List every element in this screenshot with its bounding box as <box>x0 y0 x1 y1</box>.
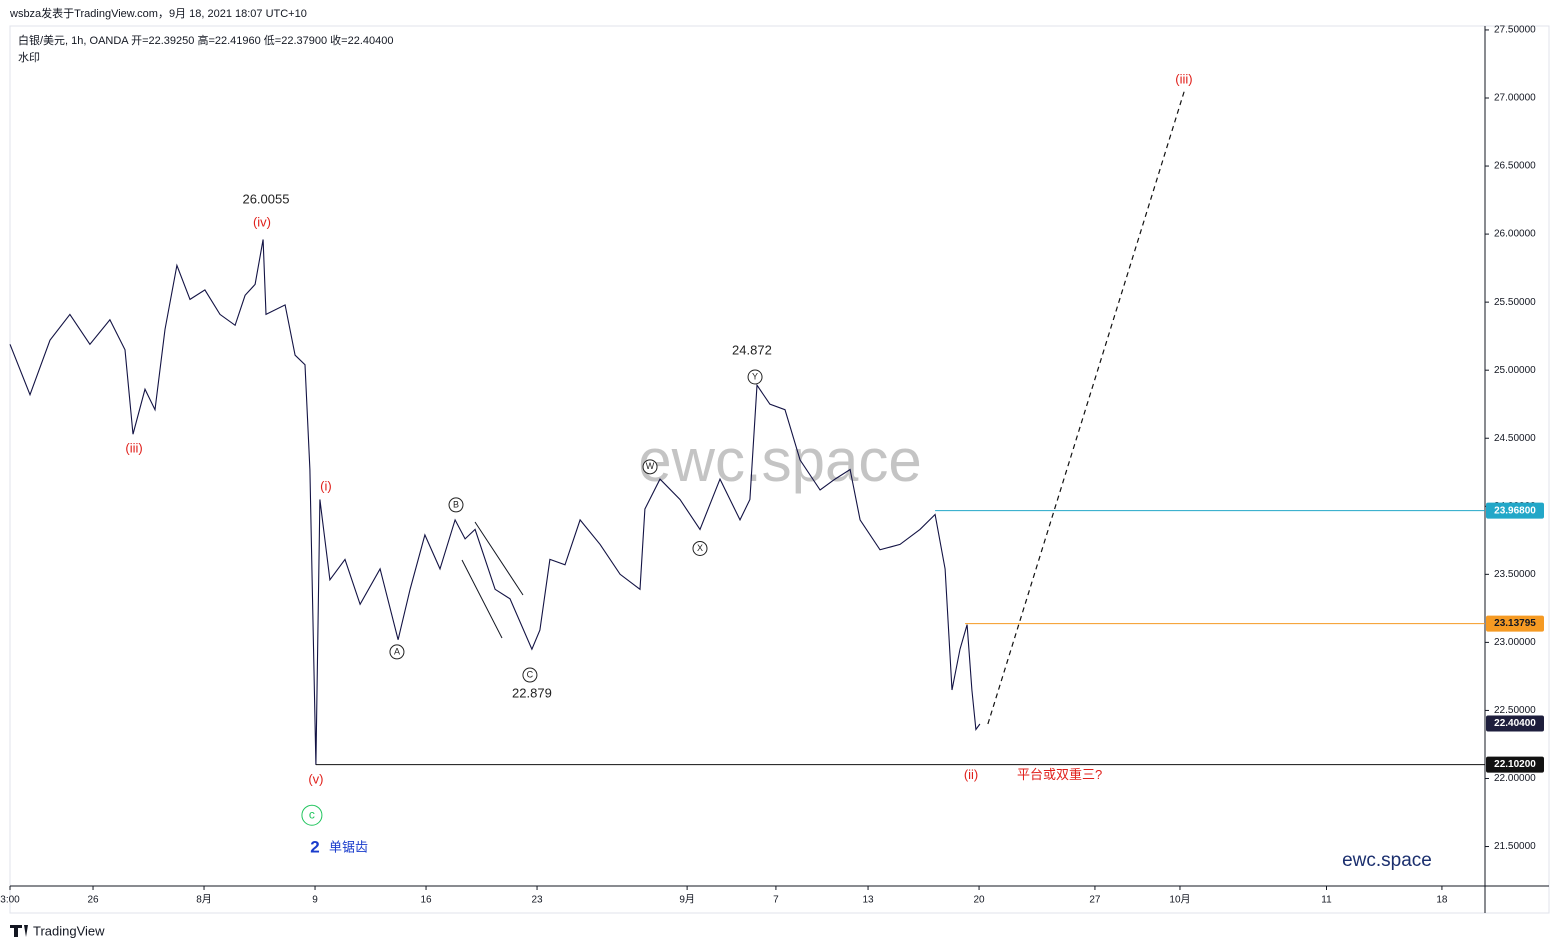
footer: TradingView <box>33 923 105 938</box>
y-tick-label: 23.50000 <box>1494 569 1536 580</box>
y-tick-label: 22.00000 <box>1494 773 1536 784</box>
wave-label: C <box>527 669 534 679</box>
wedge-line <box>474 521 524 596</box>
x-tick-label: 9月 <box>679 894 695 906</box>
wave-label: Y <box>752 371 758 381</box>
wave-circle <box>692 540 708 556</box>
projection-line <box>987 88 1186 725</box>
wave-label: B <box>453 499 459 509</box>
x-tick-label: 8月 <box>196 894 212 906</box>
level-label: 23.96800 <box>1494 505 1536 516</box>
y-tick-label: 27.00000 <box>1494 93 1536 104</box>
wave-label: W <box>646 461 655 471</box>
x-tick-label: 10月 <box>1169 894 1190 906</box>
wave-label: c <box>309 807 315 821</box>
watermark: ewc.space <box>638 427 921 494</box>
x-tick-label: 3:00 <box>0 895 20 906</box>
x-tick-label: 23 <box>531 895 543 906</box>
y-tick-label: 25.00000 <box>1494 365 1536 376</box>
x-tick-label: 26 <box>87 895 99 906</box>
wedge-line <box>461 559 503 639</box>
wave-label: A <box>394 646 400 656</box>
wedge <box>461 521 524 639</box>
wave-circle <box>448 497 464 513</box>
wave-label: (iii) <box>125 441 142 456</box>
x-tick-label: 20 <box>973 895 985 906</box>
x-tick-label: 18 <box>1436 895 1448 906</box>
y-tick-label: 24.50000 <box>1494 433 1536 444</box>
x-tick-label: 27 <box>1089 895 1101 906</box>
level-label: 23.13795 <box>1494 618 1536 629</box>
level-box <box>1486 615 1544 632</box>
wave-label: 平台或双重三? <box>1017 767 1102 782</box>
wave-label: X <box>697 543 703 553</box>
wave-label: 26.0055 <box>242 192 289 207</box>
wave-circle <box>522 667 538 683</box>
y-tick-label: 27.50000 <box>1494 25 1536 36</box>
level-box <box>1486 756 1544 773</box>
brand: ewc.space <box>1342 850 1432 871</box>
footer-logo <box>10 925 28 937</box>
x-tick-label: 13 <box>862 895 874 906</box>
y-tick-label: 22.50000 <box>1494 705 1536 716</box>
x-tick-label: 11 <box>1321 895 1332 906</box>
x-tick-label: 16 <box>420 895 432 906</box>
wave-label: (v) <box>308 771 323 786</box>
wave-label: 22.879 <box>512 686 552 701</box>
y-tick-label: 26.00000 <box>1494 229 1536 240</box>
y-tick-label: 25.50000 <box>1494 297 1536 308</box>
published: wsbza发表于TradingView.com，9月 18, 2021 18:0… <box>9 6 307 20</box>
wave-circle <box>642 459 658 475</box>
frame <box>9 25 1550 914</box>
x-tick-label: 7 <box>773 895 779 906</box>
level-box <box>1486 715 1544 732</box>
y-tick-label: 26.50000 <box>1494 161 1536 172</box>
wave-label: (i) <box>320 479 332 494</box>
wave-circle <box>301 804 323 826</box>
wave-label: 24.872 <box>732 343 772 358</box>
level-label: 22.40400 <box>1494 718 1536 729</box>
symbol-info: 白银/美元, 1h, OANDA 开=22.39250 高=22.41960 低… <box>18 33 393 47</box>
note: 水印 <box>18 51 40 64</box>
wave-label: (iv) <box>253 215 271 230</box>
wave-label: (iii) <box>1175 72 1192 87</box>
price-line <box>9 239 981 765</box>
x-tick-label: 9 <box>312 895 318 906</box>
level-label: 22.10200 <box>1494 759 1536 770</box>
wave-circle <box>389 644 405 660</box>
wave-label: 2 <box>310 837 319 856</box>
level-box <box>1486 502 1544 519</box>
y-tick-label: 21.50000 <box>1494 841 1536 852</box>
wave-circle <box>747 369 763 385</box>
y-tick-label: 23.00000 <box>1494 637 1536 648</box>
wave-label: (ii) <box>964 767 978 782</box>
wave-label: 单锯齿 <box>329 839 368 854</box>
